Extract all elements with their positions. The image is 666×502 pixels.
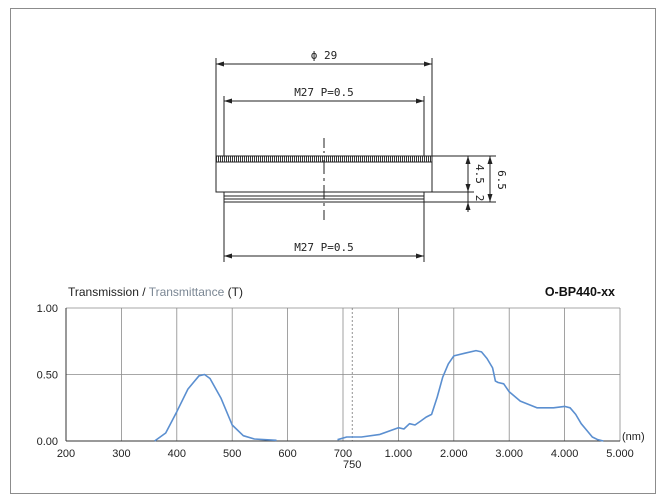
x-tick-label: 1.000	[385, 448, 413, 460]
x-tick-label: 500	[223, 448, 241, 460]
y-tick-label: 0.50	[37, 370, 58, 382]
arrowhead	[224, 253, 232, 259]
arrowhead	[465, 184, 471, 192]
x-tick-label: 400	[168, 448, 186, 460]
outer-diameter-label: ϕ 29	[311, 49, 338, 62]
y-tick-label: 0.00	[37, 436, 58, 448]
arrowhead	[216, 61, 224, 67]
x-tick-label: 200	[57, 448, 75, 460]
x-tick-label: 600	[278, 448, 296, 460]
y-tick-label: 1.00	[37, 303, 58, 315]
top-thread-label: M27 P=0.5	[294, 86, 354, 99]
transmission-curve	[154, 349, 604, 442]
x-tick-label: 4.000	[551, 448, 579, 460]
height-main-label: 4.5	[473, 164, 486, 184]
model-label: O-BP440-xx	[545, 285, 615, 299]
x-tick-label: 3.000	[495, 448, 523, 460]
chart-title: Transmission / Transmittance (T)	[68, 285, 243, 299]
arrowhead	[424, 61, 432, 67]
arrowhead	[487, 194, 493, 202]
chart-title-part1: Transmission /	[68, 285, 149, 299]
x-tick-label: 2.000	[440, 448, 468, 460]
x-tick-label: 5.000	[606, 448, 634, 460]
height-step-label: 2	[473, 195, 486, 202]
x-tick-label: 300	[112, 448, 130, 460]
x-unit-label: (nm)	[622, 431, 645, 443]
arrowhead	[224, 98, 232, 104]
x-tick-label: 700	[334, 448, 352, 460]
arrowhead	[465, 156, 471, 164]
arrowhead	[416, 98, 424, 104]
chart-axes	[65, 308, 620, 442]
chart-title-part3: (T)	[224, 285, 243, 299]
arrowhead	[416, 253, 424, 259]
figure-frame	[10, 8, 656, 494]
bottom-thread-label: M27 P=0.5	[294, 241, 354, 254]
chart-series	[154, 349, 604, 442]
chart-title-part2: Transmittance	[149, 285, 225, 299]
x-break-label: 750	[343, 459, 361, 471]
chart-grid	[66, 307, 621, 441]
arrowhead	[487, 156, 493, 164]
mechanical-drawing	[215, 58, 496, 262]
arrowhead	[465, 202, 471, 210]
height-total-label: 6.5	[495, 170, 508, 190]
